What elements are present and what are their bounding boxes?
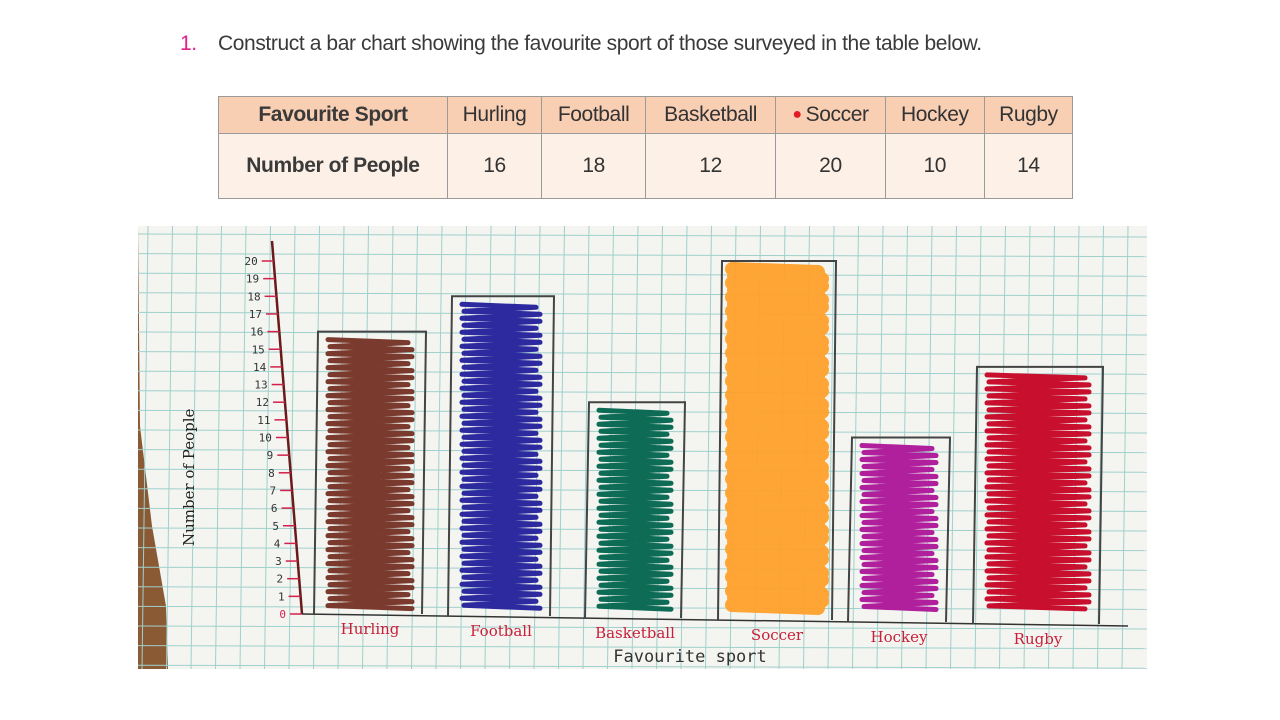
table-value-label: Number of People — [218, 133, 448, 199]
svg-text:16: 16 — [250, 326, 263, 339]
hand-drawn-bar-chart: 0 1 2 3 4 5 6 7 8 9 10 11 12 13 14 15 16 17 18 19 20 Number o… — [138, 226, 1147, 669]
table-cell-sport: Hockey — [884, 96, 985, 134]
svg-text:Rugby: Rugby — [1014, 630, 1063, 648]
table-cell-sport-label: Soccer — [805, 103, 869, 126]
question-text: Construct a bar chart showing the favour… — [218, 32, 982, 55]
svg-text:11: 11 — [257, 414, 270, 427]
svg-text:Hurling: Hurling — [341, 620, 400, 638]
svg-text:1: 1 — [278, 590, 285, 603]
svg-text:2: 2 — [277, 573, 284, 586]
svg-text:Hockey: Hockey — [871, 628, 928, 646]
table-cell-sport: Football — [541, 96, 647, 134]
table-cell-sport: Hurling — [446, 96, 543, 134]
svg-text:3: 3 — [275, 555, 282, 568]
table-cell-value: 10 — [884, 133, 985, 199]
svg-text:15: 15 — [252, 343, 265, 356]
svg-text:Football: Football — [470, 622, 532, 640]
svg-text:Favourite sport: Favourite sport — [613, 647, 767, 667]
svg-text:5: 5 — [272, 520, 279, 533]
table-cell-sport: ● Soccer — [775, 96, 886, 134]
table-cell-value: 12 — [645, 133, 777, 199]
svg-text:18: 18 — [247, 290, 260, 303]
svg-text:0: 0 — [279, 608, 286, 621]
table-cell-value: 16 — [446, 133, 543, 199]
svg-text:9: 9 — [267, 449, 274, 462]
svg-text:19: 19 — [246, 273, 259, 286]
table-cell-sport: Basketball — [645, 96, 777, 134]
table-cell-value: 20 — [775, 133, 886, 199]
svg-text:20: 20 — [245, 255, 258, 268]
table-cell-value: 18 — [541, 133, 647, 199]
table-header-label: Favourite Sport — [218, 96, 448, 134]
table-header-row: Favourite Sport Hurling Football Basketb… — [218, 96, 1074, 134]
svg-text:14: 14 — [253, 361, 267, 374]
red-dot-marker: ● — [792, 106, 802, 124]
svg-text:13: 13 — [254, 379, 267, 392]
table-cell-value: 14 — [983, 133, 1074, 199]
svg-text:4: 4 — [274, 537, 281, 550]
question-number: 1. — [180, 32, 197, 55]
svg-text:10: 10 — [259, 432, 272, 445]
svg-text:12: 12 — [256, 396, 269, 409]
svg-text:Soccer: Soccer — [751, 626, 804, 644]
survey-table: Favourite Sport Hurling Football Basketb… — [218, 96, 1074, 199]
table-value-row: Number of People 16 18 12 20 10 14 — [218, 133, 1074, 199]
svg-text:Number of People: Number of People — [180, 408, 198, 546]
svg-text:6: 6 — [271, 502, 278, 515]
svg-text:8: 8 — [268, 467, 275, 480]
table-cell-sport: Rugby — [983, 96, 1074, 134]
svg-text:Basketball: Basketball — [595, 624, 675, 642]
svg-text:17: 17 — [249, 308, 262, 321]
svg-text:7: 7 — [269, 484, 276, 497]
